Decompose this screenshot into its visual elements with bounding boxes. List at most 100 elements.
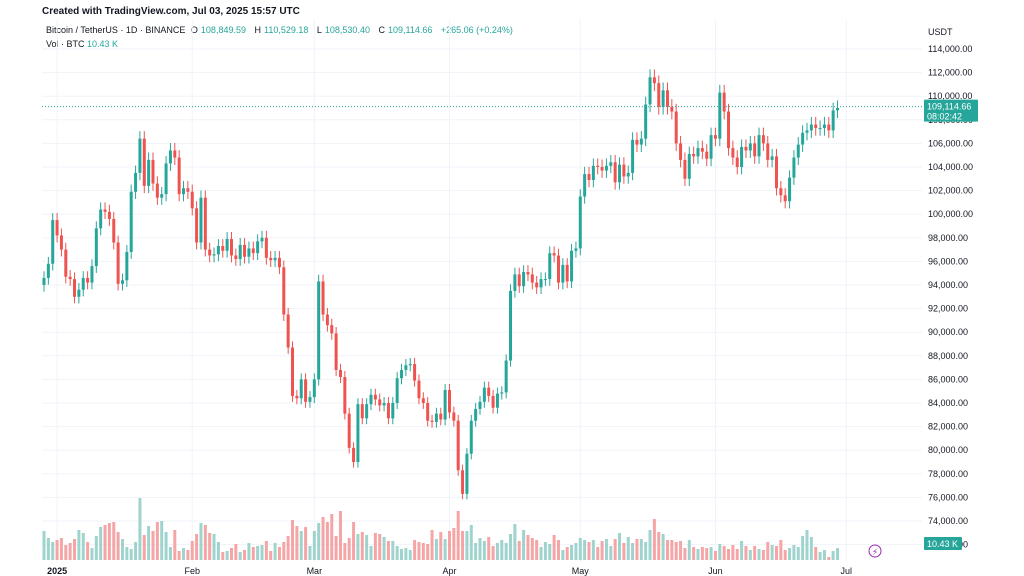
- candle-body: [774, 156, 778, 189]
- candle-body: [574, 248, 578, 251]
- price-tag-box: [924, 99, 978, 122]
- volume-bar: [86, 542, 90, 560]
- volume-bar: [770, 545, 774, 560]
- open-value: 108,849.59: [200, 25, 246, 35]
- symbol-name[interactable]: Bitcoin / TetherUS · 1D · BINANCE: [46, 25, 186, 35]
- candle-body: [727, 111, 731, 149]
- close-value: 109,114.66: [387, 25, 433, 35]
- volume-bar: [665, 540, 669, 560]
- candle-body: [408, 364, 412, 366]
- volume-bar: [177, 551, 181, 560]
- candle-body: [269, 257, 273, 261]
- volume-bar: [338, 511, 342, 560]
- candle-body: [779, 188, 783, 196]
- volume-bar: [308, 546, 312, 560]
- candle-body: [186, 188, 190, 192]
- volume-bar: [561, 550, 565, 560]
- volume-bar: [500, 540, 504, 560]
- candle-body: [652, 77, 656, 84]
- candle-body: [251, 248, 255, 254]
- volume-bar: [652, 519, 656, 560]
- volume-bar: [543, 542, 547, 560]
- volume-bar: [68, 543, 72, 560]
- candle-body: [465, 453, 469, 494]
- volume-bar: [190, 541, 194, 560]
- volume-bar: [334, 536, 338, 560]
- candle-body: [648, 77, 652, 105]
- candle-body: [766, 143, 770, 160]
- candle-body: [382, 403, 386, 406]
- volume-bar: [478, 538, 482, 560]
- volume-bar: [744, 546, 748, 560]
- candle-body: [177, 157, 181, 195]
- candle-body: [635, 139, 639, 145]
- volume-bar: [469, 525, 473, 560]
- candle-body: [818, 128, 822, 130]
- candle-body: [639, 138, 643, 145]
- lightning-icon[interactable]: ⚡: [868, 544, 882, 558]
- volume-bar: [805, 530, 809, 560]
- candle-body: [665, 90, 669, 107]
- time-axis[interactable]: 2025 Feb Mar Apr May Jun Jul: [47, 566, 852, 576]
- volume-bar: [713, 551, 717, 560]
- candle-body: [273, 257, 277, 261]
- volume-bar: [360, 532, 364, 560]
- volume-bar: [234, 544, 238, 560]
- candle-body: [352, 447, 356, 462]
- volume-label[interactable]: Vol · BTC: [46, 39, 85, 49]
- candle-body: [195, 208, 199, 243]
- volume-bar: [735, 549, 739, 560]
- price-tick-label: 110,000.00: [928, 91, 972, 101]
- candle-body: [783, 195, 787, 202]
- volume-bar: [517, 541, 521, 560]
- candle-body: [216, 246, 220, 255]
- volume-bar: [443, 539, 447, 560]
- volume-bar: [134, 542, 138, 560]
- date-tick-label: Apr: [442, 566, 456, 576]
- volume-bar: [604, 539, 608, 560]
- candle-body: [395, 378, 399, 403]
- candle-body: [190, 191, 194, 209]
- volume-bar: [818, 552, 822, 560]
- ohlc-legend: Bitcoin / TetherUS · 1D · BINANCE O 108,8…: [46, 25, 516, 35]
- candle-body: [513, 274, 517, 291]
- candle-body: [400, 369, 404, 379]
- volume-bar: [718, 544, 722, 560]
- candle-body: [644, 104, 648, 139]
- candle-body: [59, 235, 63, 250]
- volume-bar: [59, 538, 63, 560]
- volume-bar: [147, 526, 151, 560]
- volume-bar: [474, 543, 478, 560]
- candle-body: [86, 277, 90, 283]
- candle-body: [805, 130, 809, 133]
- candle-body: [657, 83, 661, 107]
- candle-body: [430, 420, 434, 422]
- volume-bar: [748, 550, 752, 560]
- volume-bar: [103, 525, 107, 560]
- candle-body: [753, 143, 757, 157]
- volume-bar: [120, 539, 124, 560]
- volume-bar: [727, 549, 731, 560]
- volume-bar: [94, 536, 98, 560]
- candle-body: [809, 124, 813, 131]
- candle-body: [822, 124, 826, 129]
- candle-body: [735, 157, 739, 167]
- candle-body: [256, 241, 260, 254]
- volume-bar: [64, 545, 68, 560]
- volume-bar: [552, 535, 556, 560]
- candle-body: [731, 148, 735, 158]
- volume-bar: [753, 546, 757, 560]
- volume-bar: [365, 535, 369, 560]
- candle-body: [609, 162, 613, 166]
- volume-bar: [129, 549, 133, 560]
- volume-bar: [591, 540, 595, 560]
- volume-bar: [535, 540, 539, 560]
- candle-body: [247, 248, 251, 257]
- volume-bar: [761, 550, 765, 560]
- volume-bar: [208, 533, 212, 560]
- candle-body: [748, 143, 752, 151]
- volume-bar: [548, 544, 552, 560]
- low-label: L: [316, 25, 322, 35]
- candle-body: [155, 183, 159, 198]
